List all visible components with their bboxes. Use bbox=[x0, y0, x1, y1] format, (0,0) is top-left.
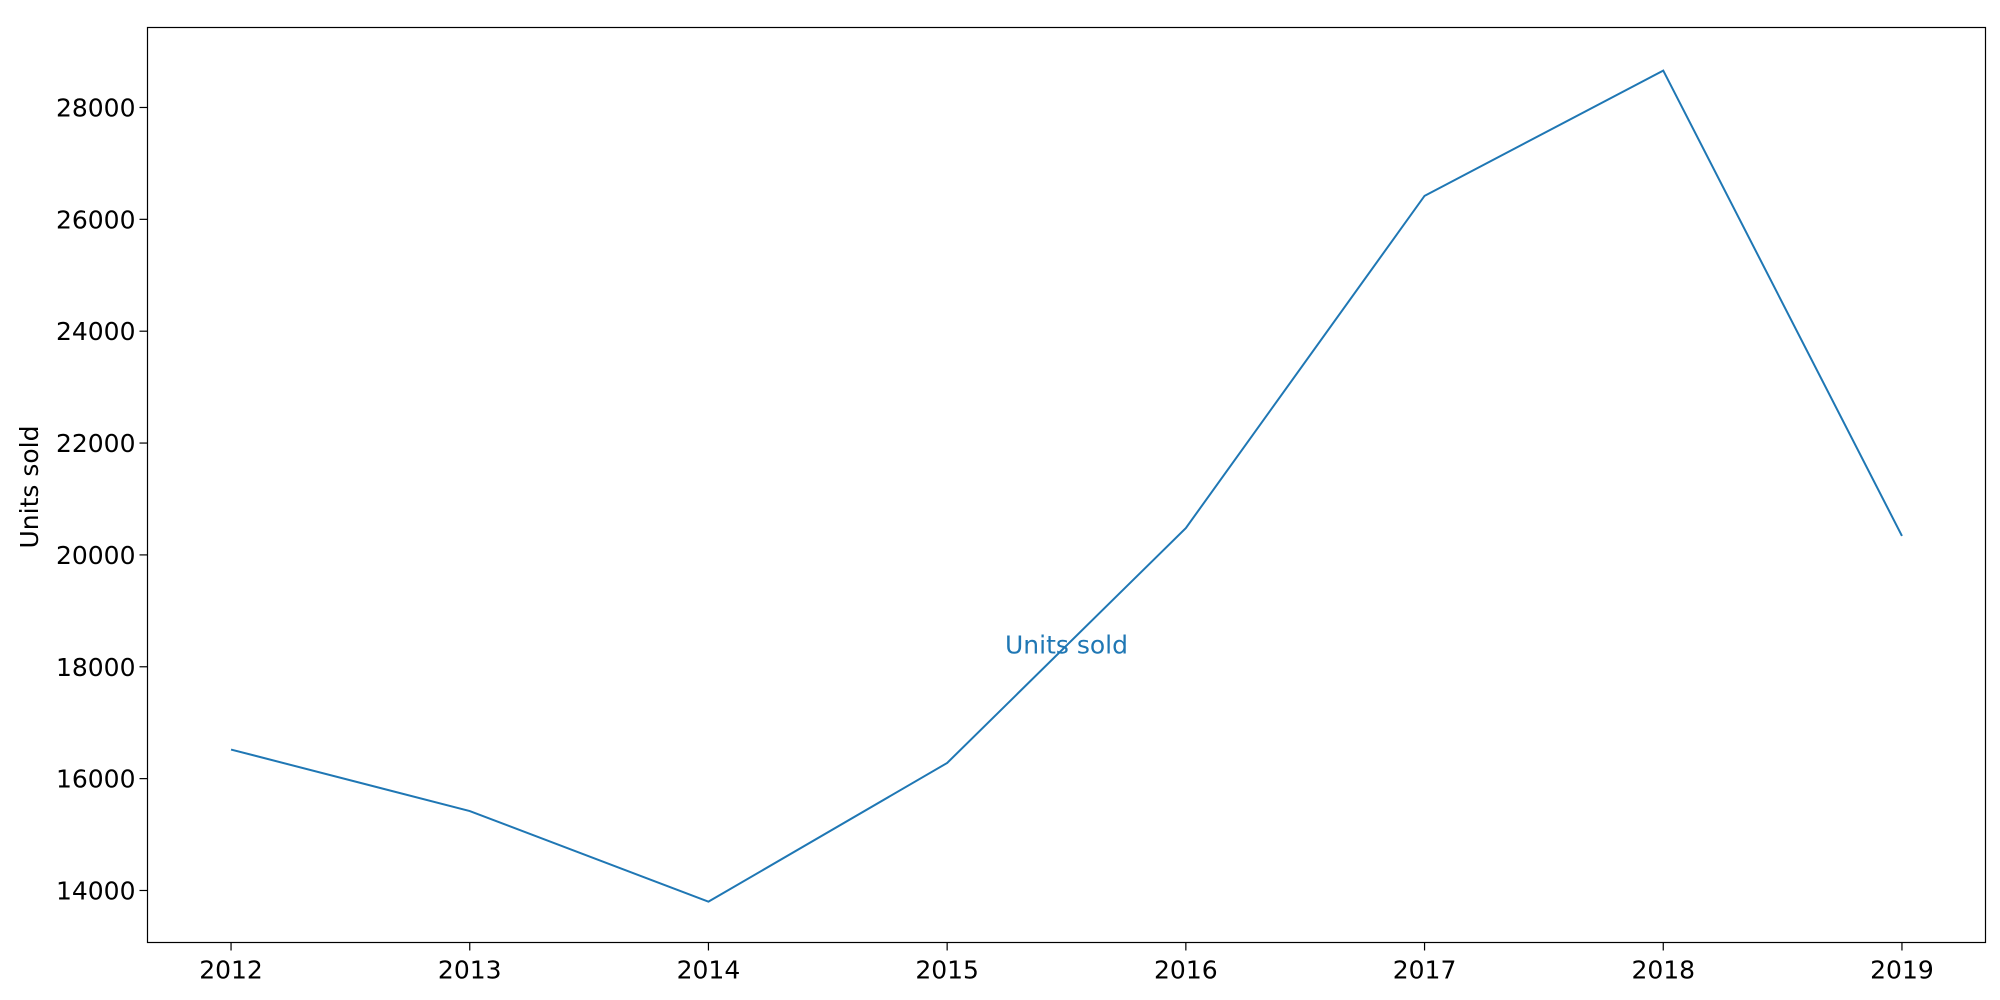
x-tick-label: 2016 bbox=[1154, 956, 1218, 985]
y-tick-label: 28000 bbox=[56, 93, 136, 122]
plot-frame bbox=[146, 26, 1987, 944]
y-tick-label: 14000 bbox=[56, 876, 136, 905]
x-tick-label: 2015 bbox=[915, 956, 979, 985]
y-tick-label: 24000 bbox=[56, 317, 136, 346]
x-tick-label: 2019 bbox=[1870, 956, 1934, 985]
x-tick-label: 2014 bbox=[677, 956, 741, 985]
y-tick-label: 16000 bbox=[56, 765, 136, 794]
x-tick-label: 2017 bbox=[1393, 956, 1457, 985]
x-tick-label: 2018 bbox=[1631, 956, 1695, 985]
y-axis-ticks: 14000 16000 18000 20000 22000 24000 26000 28000 bbox=[56, 93, 148, 905]
y-tick-label: 26000 bbox=[56, 205, 136, 234]
series-annotation: Units sold bbox=[1005, 630, 1128, 659]
units-sold-line bbox=[230, 69, 1903, 903]
y-tick-label: 20000 bbox=[56, 541, 136, 570]
x-tick-label: 2013 bbox=[438, 956, 502, 985]
y-axis-label: Units sold bbox=[15, 426, 44, 549]
x-tick-label: 2012 bbox=[199, 956, 263, 985]
y-tick-label: 22000 bbox=[56, 429, 136, 458]
y-tick-label: 18000 bbox=[56, 653, 136, 682]
x-axis-ticks: 2012 2013 2014 2015 2016 2017 2018 2019 bbox=[199, 942, 1934, 985]
